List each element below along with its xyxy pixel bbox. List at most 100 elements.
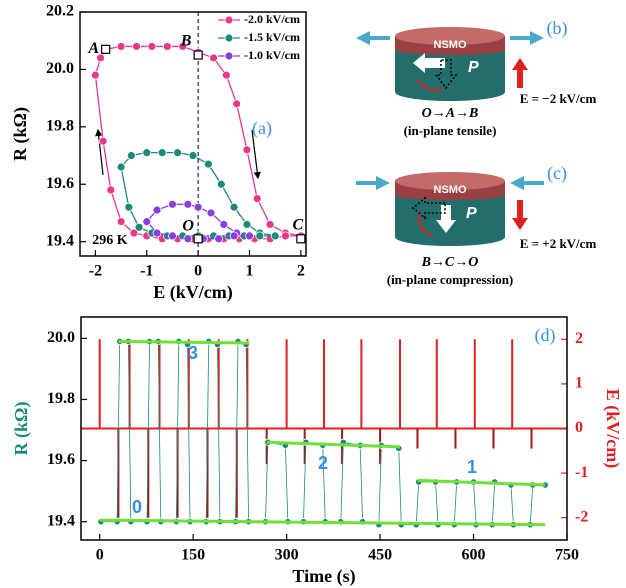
y2-axis-label: E (kV/cm) [602, 389, 623, 469]
data-point [206, 208, 216, 218]
data-point [242, 220, 252, 229]
sweep-path: O→A→B [422, 106, 479, 121]
data-point [229, 202, 239, 212]
cylinder-base [395, 83, 505, 101]
y-tick-label: 19.8 [47, 390, 75, 407]
field-label: E = −2 kV/cm [520, 91, 597, 106]
panel-label: (a) [252, 118, 272, 139]
data-point [255, 231, 265, 241]
data-point [204, 159, 213, 169]
x-tick-label: 0 [194, 263, 202, 280]
data-point [126, 151, 136, 160]
key-point [193, 50, 203, 60]
data-point [157, 148, 167, 158]
data-point [214, 234, 224, 244]
data-point [168, 199, 177, 209]
y2-tick-label: 1 [575, 375, 583, 392]
legend-label: -2.0 kV/cm [244, 12, 300, 26]
x-tick-label: 1 [246, 263, 254, 280]
data-point [193, 202, 203, 212]
strain-label: (in-plane tensile) [404, 123, 497, 138]
x-tick-label: 150 [181, 547, 205, 564]
data-point [168, 231, 177, 241]
x-tick-label: -2 [89, 263, 102, 280]
y-tick-label: 19.8 [46, 117, 74, 134]
legend-marker [224, 33, 234, 43]
fit-line [417, 478, 546, 487]
data-point [152, 205, 162, 215]
key-point-label: O [182, 217, 194, 234]
fit-line [118, 339, 250, 345]
data-point [124, 202, 134, 212]
y-tick-label: 19.6 [46, 175, 74, 192]
y-tick-label: 20.0 [46, 60, 74, 77]
strain-label: (in-plane compression) [387, 272, 514, 287]
field-label: E = +2 kV/cm [520, 236, 597, 251]
y-axis-label: R (kΩ) [10, 107, 31, 161]
cylinder-base [395, 228, 505, 246]
data-point [229, 231, 239, 241]
x-tick-label: 300 [275, 547, 299, 564]
annotation: 0 [132, 497, 142, 517]
data-point [96, 53, 105, 63]
data-point [91, 70, 100, 80]
data-point [209, 53, 218, 63]
key-point [193, 234, 203, 244]
diagram-b: NSMO P (b) E = −2 kV/cm O→A→B (in-plane … [356, 18, 596, 138]
data-point [147, 42, 157, 51]
sweep-arrow [251, 129, 261, 180]
data-point [178, 42, 188, 51]
data-point [134, 222, 144, 232]
data-point [173, 148, 182, 158]
panel-label: (d) [535, 325, 556, 346]
data-point [132, 42, 141, 51]
data-point [242, 145, 252, 155]
y2-tick-label: 2 [575, 330, 583, 347]
panel-label: (c) [547, 163, 567, 184]
strain-arrow [356, 176, 390, 190]
data-point [116, 42, 126, 51]
data-point [129, 228, 139, 238]
legend-label: -1.5 kV/cm [244, 30, 300, 44]
film-layer [395, 45, 505, 55]
x-tick-label: 2 [297, 263, 305, 280]
x-tick-label: 450 [368, 547, 392, 564]
film-layer [395, 190, 505, 200]
layer-label: NSMO [434, 184, 467, 196]
y2-tick-label: -2 [575, 508, 588, 525]
data-point [142, 217, 152, 226]
field-arrow [512, 58, 528, 88]
data-point [219, 220, 229, 229]
data-point [216, 179, 226, 189]
panel-label: (b) [547, 18, 568, 39]
polarization-arrow [436, 205, 456, 233]
sweep-arrow [95, 128, 104, 176]
annotation: 1 [467, 457, 477, 477]
strain-arrow [510, 176, 544, 190]
annotation: 3 [188, 343, 198, 363]
x-tick-label: 600 [462, 547, 486, 564]
y-tick-label: 20.2 [46, 3, 74, 20]
data-point [183, 199, 193, 209]
data-point [142, 148, 152, 158]
y-tick-label: 19.4 [46, 232, 74, 249]
data-point [245, 231, 254, 241]
data-point [162, 42, 172, 51]
film-top [395, 172, 505, 190]
data-line [146, 203, 250, 240]
fit-line [266, 440, 401, 449]
polarization-arrow-old [411, 196, 446, 220]
diagram-c: NSMO P (c) E = +2 kV/cm B→C→O (in-plane … [356, 163, 596, 287]
data-point [116, 162, 126, 172]
y2-tick-label: 0 [575, 419, 583, 436]
y-axis-label: R (kΩ) [11, 402, 32, 456]
rotation-arrow [418, 213, 433, 237]
key-point [101, 44, 111, 54]
legend-marker [224, 51, 234, 61]
strain-arrow [356, 31, 390, 45]
data-point [252, 194, 262, 203]
polarization-arrow [413, 53, 445, 73]
film-top [395, 27, 505, 45]
data-point [106, 185, 116, 195]
y-tick-label: 19.6 [47, 451, 75, 468]
